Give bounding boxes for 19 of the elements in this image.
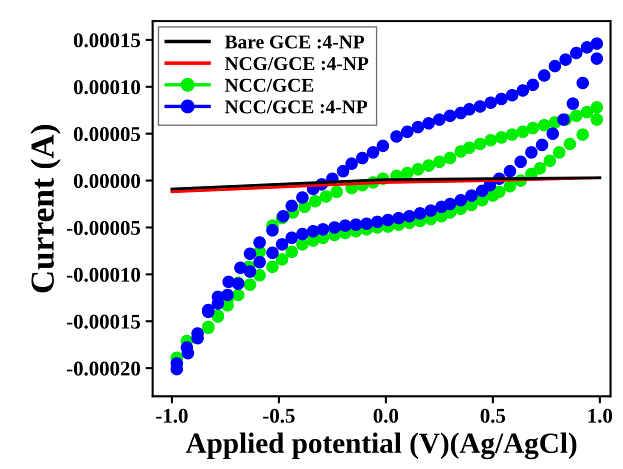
x-tick-label: 0.5 xyxy=(480,408,506,423)
legend-label: Bare GCE :4-NP xyxy=(224,35,364,49)
x-tick-label: 0.0 xyxy=(374,408,398,423)
x-tick-label: -1.0 xyxy=(156,408,188,423)
y-tick-label: -0.00005 xyxy=(66,220,140,235)
x-axis-title: Applied potential (V)(Ag/AgCl) xyxy=(186,432,576,460)
x-tick-label: 1.0 xyxy=(588,408,612,423)
y-tick-label: 0.00000 xyxy=(74,174,140,188)
legend-label: NCC/GCE xyxy=(224,78,314,92)
legend-label: NCC/GCE :4-NP xyxy=(224,100,368,114)
y-tick-label: -0.00015 xyxy=(66,314,140,329)
y-tick-label: -0.00020 xyxy=(66,362,140,376)
x-tick-label: -0.5 xyxy=(263,408,295,423)
y-tick-label: 0.00005 xyxy=(74,127,140,142)
y-tick-label: -0.00010 xyxy=(66,268,140,282)
y-axis-title: Current (A) xyxy=(30,124,61,292)
legend-label: NCG/GCE :4-NP xyxy=(224,57,368,70)
y-tick-label: 0.00015 xyxy=(74,33,140,48)
y-tick-label: 0.00010 xyxy=(74,80,140,94)
